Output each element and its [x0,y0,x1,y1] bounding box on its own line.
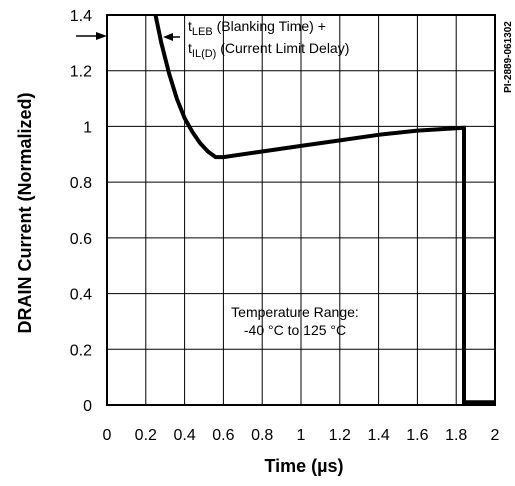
plot-frame [106,14,496,406]
x-tick-label: 1.8 [445,427,467,444]
figure-code: PI-2889-061302 [503,21,514,93]
x-tick-label: 0 [103,427,112,444]
y-tick-label: 0.4 [70,287,92,304]
x-tick-label: 1 [297,427,306,444]
x-tick-label: 1.6 [406,427,428,444]
y-tick-label: 1.4 [70,8,92,25]
y-tick-label: 0.6 [70,231,92,248]
y-tick-label: 0 [83,398,92,415]
y-tick-label: 1.2 [70,64,92,81]
y-tick-labels: 0 0.2 0.4 0.6 0.8 1 1.2 1.4 [70,8,92,415]
y-tick-label: 0.2 [70,342,92,359]
y-tick-label: 0.8 [70,175,92,192]
temperature-range-label: Temperature Range: [231,304,359,320]
x-axis-title: Time (µs) [264,456,343,476]
y-axis-title: DRAIN Current (Normalized) [15,92,35,333]
x-tick-label: 1.4 [367,427,389,444]
x-tick-label: 0.4 [173,427,195,444]
y-tick-label: 1 [83,119,92,136]
annotation-leb: tLEB (Blanking Time) + [188,18,326,38]
x-tick-label: 0.6 [212,427,234,444]
x-tick-label: 2 [491,427,500,444]
x-tick-labels: 0 0.2 0.4 0.6 0.8 1 1.2 1.4 1.6 1.8 2 [103,427,500,444]
annotation-ild: tIL(D) (Current Limit Delay) [188,40,349,60]
left-arrow [76,32,107,40]
grid-lines [107,15,495,405]
annotation-arrow [163,33,180,41]
x-tick-label: 0.2 [135,427,157,444]
drain-current-line [153,14,495,405]
x-tick-label: 1.2 [329,427,351,444]
x-tick-label: 0.8 [251,427,273,444]
temperature-range-value: -40 °C to 125 °C [244,322,346,338]
